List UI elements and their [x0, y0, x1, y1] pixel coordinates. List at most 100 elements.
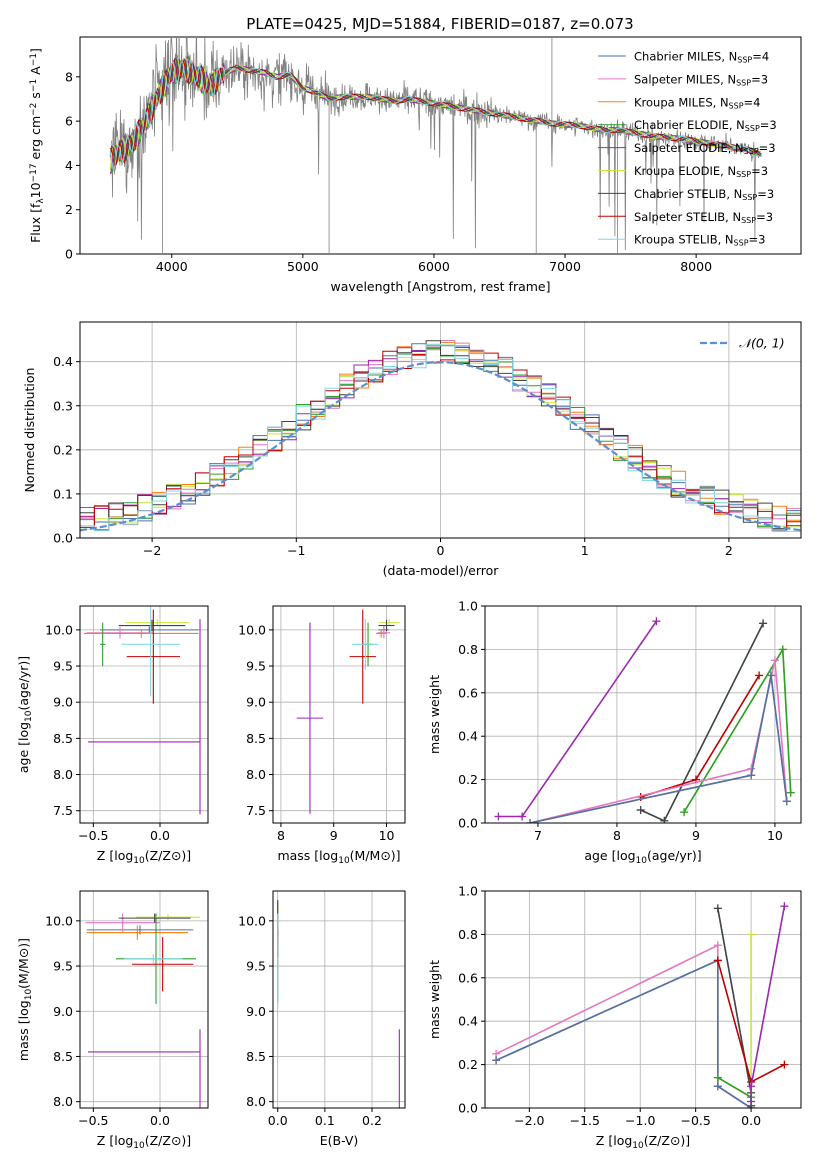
weight-series: [717, 1076, 752, 1098]
y-axis-label: mass weight: [427, 675, 442, 754]
x-axis-label: Z [log10(Z/Z⊙)]: [97, 848, 191, 866]
y-tick-label: 8.0: [246, 1094, 266, 1109]
label-part: (data-model)/error: [383, 563, 500, 578]
figure-title: PLATE=0425, MJD=51884, FIBERID=0187, z=0…: [246, 15, 633, 33]
histogram-series: [80, 340, 801, 531]
frame-3: 8 9 10 7.5 8.0 8.5 9.0 9.5 10.0: [238, 605, 406, 843]
x-axis-label: age [log10(age/yr)]: [584, 848, 701, 866]
legend-sub: SSP: [742, 193, 757, 202]
label-part: (age/yr)]: [647, 848, 702, 863]
histogram-series: [80, 343, 801, 532]
legend-entry: 𝒩(0, 1): [739, 336, 785, 351]
x-axis-label: mass [log10(M/M⊙)]: [277, 848, 400, 866]
legend-text: Kroupa ELODIE, N: [634, 164, 736, 178]
errorbar-plot: [84, 606, 201, 815]
legend-entry: Salpeter STELIB, NSSP=3: [634, 210, 773, 225]
x-tick-label: −2.0: [514, 1113, 544, 1128]
x-axis-label: E(B-V): [320, 1133, 359, 1148]
x-axis-label: Z [log10(Z/Z⊙)]: [596, 1133, 690, 1151]
y-tick-label: 9.0: [53, 695, 73, 710]
frame-2: −0.5 0.0 7.5 8.0 8.5 9.0 9.5 10.0: [45, 605, 209, 843]
weight-series: [495, 959, 752, 1108]
y-tick-label: 9.5: [246, 659, 266, 674]
y-tick-label: 8.5: [246, 731, 266, 746]
label-part: (age/yr)]: [16, 656, 31, 711]
legend-sub: SSP: [729, 102, 744, 111]
y-tick-label: 0.2: [458, 772, 478, 787]
legend-entry: Salpeter MILES, NSSP=3: [634, 72, 768, 87]
axes-frame: [484, 605, 802, 824]
y-tick-label: 0.1: [53, 486, 73, 501]
data-point: [352, 619, 379, 670]
data-point: [84, 629, 199, 638]
y-tick-label: 10.0: [45, 913, 73, 928]
x-tick-label: 6000: [418, 259, 450, 274]
weight-series: [717, 908, 752, 1106]
model-spectrum: [109, 57, 762, 166]
data-point: [296, 622, 324, 814]
y-tick-label: 1.0: [458, 599, 478, 614]
y-tick-label: 8.5: [53, 731, 73, 746]
y-tick-label: 8.0: [53, 767, 73, 782]
x-tick-label: 0: [437, 543, 445, 558]
y-tick-label: 9.0: [246, 1004, 266, 1019]
y-tick-label: 10.0: [238, 622, 266, 637]
label-part: E(B-V): [320, 1133, 359, 1148]
y-tick-label: 0.2: [53, 442, 73, 457]
label-part: −17: [29, 163, 39, 182]
model-spectrum: [109, 58, 762, 171]
y-tick-label: 4: [65, 158, 73, 173]
y-axis-label: mass weight: [427, 960, 442, 1039]
data-point: [118, 913, 191, 923]
y-tick-label: 0.2: [458, 1057, 478, 1072]
label-part: Z [: [596, 1133, 613, 1148]
label-part: −2: [29, 103, 39, 116]
x-tick-label: 9: [330, 828, 338, 843]
data-point: [86, 925, 188, 940]
label-part: erg cm: [28, 116, 43, 164]
label-part: mass weight: [427, 960, 442, 1039]
legend-entry: Kroupa MILES, NSSP=4: [634, 95, 760, 110]
y-tick-label: 0: [65, 247, 73, 262]
y-tick-label: 8: [65, 69, 73, 84]
label-part: log: [616, 848, 635, 863]
label-part: 10: [632, 1141, 644, 1151]
data-point: [377, 626, 391, 639]
y-tick-label: 8.5: [53, 1049, 73, 1064]
y-tick-label: 6: [65, 114, 73, 129]
y-tick-label: 9.0: [53, 1004, 73, 1019]
label-part: Flux [: [28, 208, 43, 243]
y-tick-label: 0.0: [458, 1101, 478, 1116]
y-axis-label: Flux [fλ10−17 erg cm−2 s−1 A−1]: [28, 48, 46, 243]
legend-entry: Chabrier MILES, NSSP=4: [634, 50, 769, 65]
frame-5: −0.5 0.0 8.0 8.5 9.0 9.5 10.0: [45, 890, 209, 1128]
legend-suffix: =4: [752, 50, 769, 64]
label-part: log: [114, 848, 133, 863]
weight-series: [529, 660, 788, 823]
label-part: Z [: [97, 848, 114, 863]
legend-sub: SSP: [736, 170, 751, 179]
y-tick-label: 8.0: [246, 767, 266, 782]
x-tick-label: 0.1: [315, 1113, 335, 1128]
axes-6: [273, 891, 405, 1108]
x-tick-label: 10: [379, 828, 395, 843]
label-part: −1: [29, 79, 39, 92]
errorbar-plot: [296, 609, 400, 814]
histogram-plot: [80, 340, 801, 532]
legend-entry: Chabrier STELIB, NSSP=3: [634, 187, 774, 202]
label-part: log: [16, 1000, 31, 1019]
data-point: [118, 619, 186, 632]
y-tick-label: 7.5: [53, 803, 73, 818]
legend-suffix: =3: [751, 72, 768, 86]
legend-suffix: =3: [751, 164, 768, 178]
y-tick-label: 0.0: [458, 816, 478, 831]
label-part: (Z/Z⊙)]: [145, 1133, 191, 1148]
legend-sub: SSP: [734, 239, 749, 248]
legend-entry: Chabrier ELODIE, NSSP=3: [634, 118, 777, 133]
legend-sub: SSP: [745, 125, 760, 134]
x-tick-label: 8: [277, 828, 285, 843]
x-tick-label: −1.5: [570, 1113, 600, 1128]
label-part: 10: [133, 856, 145, 866]
frame-0: 4000 5000 6000 7000 8000 0 2 4 6 8: [65, 36, 802, 274]
legend-text: Chabrier MILES, N: [634, 50, 737, 64]
